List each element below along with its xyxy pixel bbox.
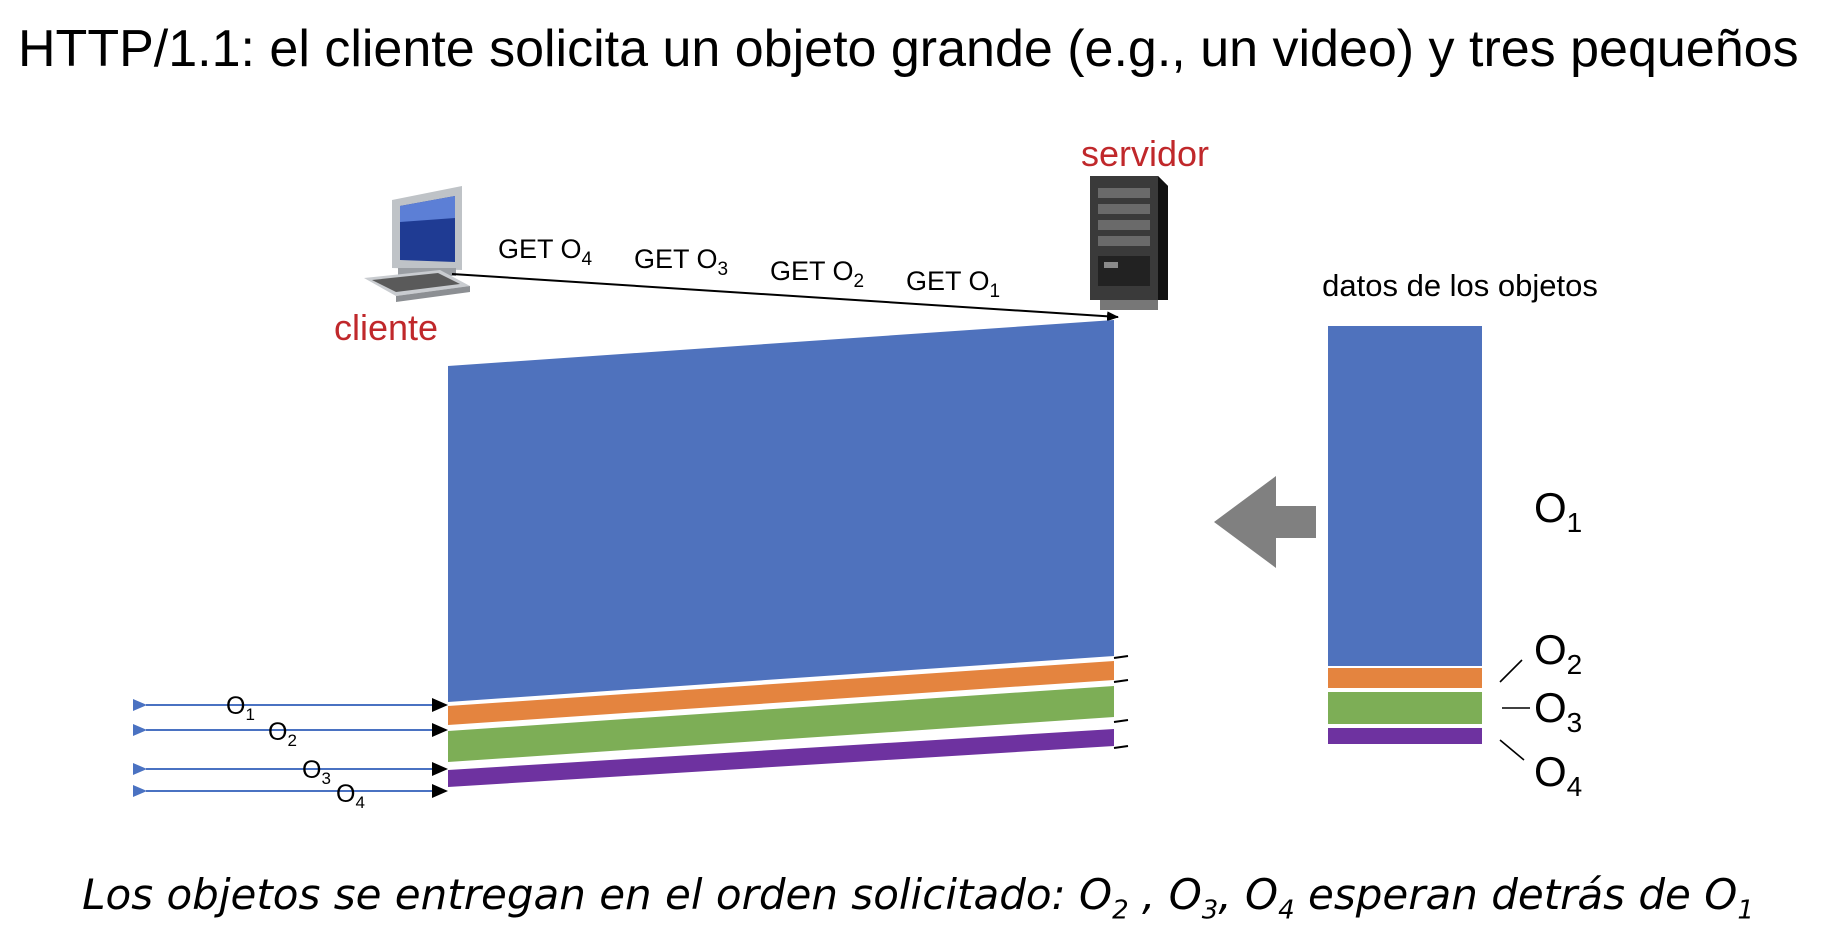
- gray-arrow: [1214, 476, 1316, 568]
- data-heading: datos de los objetos: [1322, 268, 1598, 303]
- request-label: GET O3: [634, 244, 728, 280]
- request-label: GET O4: [498, 234, 593, 270]
- transfer-band-o2: [448, 661, 1114, 725]
- server-label: servidor: [1081, 133, 1209, 174]
- object-label-o2: O2: [1534, 626, 1582, 680]
- server-icon: [1090, 176, 1168, 310]
- page-title: HTTP/1.1: el cliente solicita un objeto …: [18, 20, 1799, 78]
- delivery-arrows: [133, 699, 432, 797]
- object-label-o1: O1: [1534, 484, 1582, 538]
- caption: Los objetos se entregan en el orden soli…: [82, 870, 1754, 926]
- request-label: GET O1: [906, 266, 1000, 302]
- object-block-o1: [1328, 326, 1482, 666]
- object-block-o2: [1328, 668, 1482, 688]
- client-label: cliente: [334, 307, 438, 348]
- delivery-label-o3: O3: [302, 756, 331, 788]
- delivery-label-o2: O2: [268, 718, 297, 750]
- object-leader-lines: [1499, 659, 1530, 761]
- delivery-label-o1: O1: [226, 692, 255, 724]
- delivery-label-o4: O4: [336, 780, 365, 812]
- transfer-band-o1: [448, 320, 1114, 702]
- request-label: GET O2: [770, 256, 864, 292]
- transfer-band-o3: [448, 686, 1114, 762]
- object-block-o3: [1328, 692, 1482, 724]
- request-labels: GET O4 GET O3 GET O2 GET O1: [498, 234, 1000, 302]
- computer-icon: [364, 186, 470, 302]
- delivery-arrowheads: [432, 698, 448, 798]
- delivery-labels: O1 O2 O3 O4: [226, 692, 365, 812]
- transfer-band-o4: [448, 729, 1114, 787]
- request-arrow: [451, 273, 1119, 322]
- object-labels: O1 O2 O3 O4: [1534, 484, 1582, 802]
- object-label-o3: O3: [1534, 684, 1582, 738]
- band-edge-ticks: [1113, 655, 1129, 749]
- object-block-o4: [1328, 728, 1482, 744]
- object-label-o4: O4: [1534, 748, 1582, 802]
